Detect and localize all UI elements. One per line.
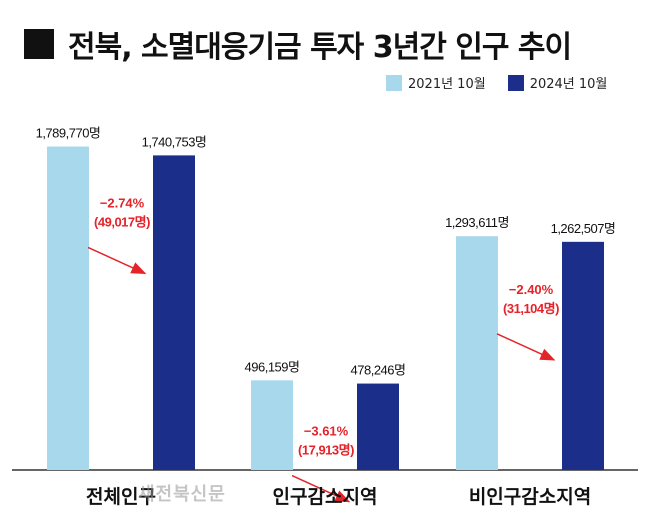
chart-title: 전북, 소멸대응기금 투자 3년간 인구 추이 — [24, 22, 572, 66]
change-percent-0: −2.74% — [100, 195, 145, 210]
data-label-0-2: 1,293,611명 — [445, 215, 509, 230]
bar-0-0 — [47, 146, 89, 470]
legend-label-2024: 2024년 10월 — [529, 77, 608, 92]
change-count-2: (31,104명) — [503, 301, 559, 316]
data-label-1-1: 478,246명 — [351, 363, 406, 378]
change-percent-1: −3.61% — [304, 424, 349, 439]
bar-1-1 — [357, 383, 399, 470]
legend-item-2024: 2024년 10월 — [507, 73, 608, 92]
data-label-1-2: 1,262,507명 — [551, 221, 616, 236]
chart-title-text: 전북, 소멸대응기금 투자 3년간 인구 추이 — [68, 30, 572, 65]
category-label-1: 인구감소지역 — [273, 486, 378, 508]
watermark: 새전북신문 — [138, 484, 226, 505]
legend-swatch-2024 — [507, 74, 524, 91]
change-arrow-1 — [291, 474, 351, 503]
bar-0-2 — [456, 236, 498, 470]
data-label-1-0: 1,740,753명 — [142, 134, 207, 149]
change-count-1: (17,913명) — [298, 443, 354, 458]
change-arrow-0 — [87, 246, 147, 275]
legend-swatch-2021 — [386, 74, 402, 91]
category-label-2: 비인구감소지역 — [469, 486, 591, 508]
change-count-0: (49,017명) — [94, 214, 150, 229]
bar-1-2 — [562, 241, 604, 470]
data-label-0-1: 496,159명 — [245, 359, 300, 374]
category-label-0: 전체인구 — [86, 486, 156, 508]
data-label-0-0: 1,789,770명 — [36, 126, 101, 141]
bar-1-0 — [153, 155, 195, 471]
bar-0-1 — [251, 380, 293, 470]
legend: 2021년 10월 2024년 10월 — [386, 73, 629, 92]
change-arrow-2 — [496, 333, 556, 361]
change-percent-2: −2.40% — [509, 282, 554, 297]
legend-label-2021: 2021년 10월 — [408, 77, 486, 92]
legend-item-2021: 2021년 10월 — [386, 73, 486, 92]
title-square-icon — [24, 29, 54, 59]
